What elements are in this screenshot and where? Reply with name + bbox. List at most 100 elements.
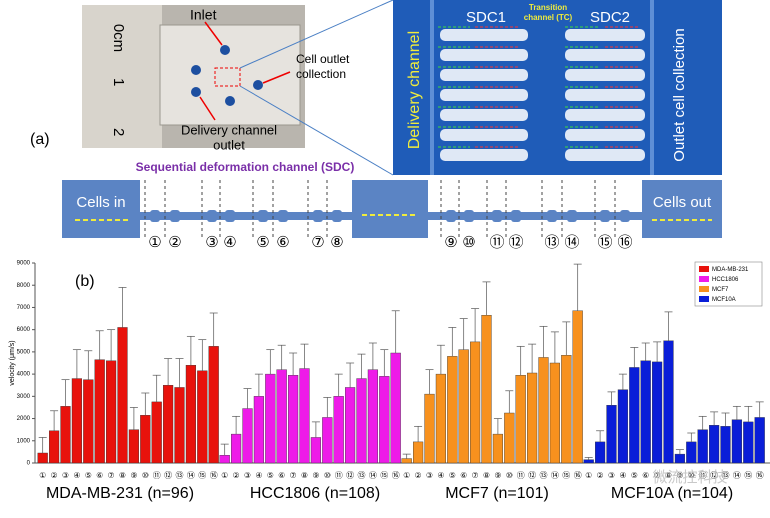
x-tick-label: ⑩: [324, 471, 331, 480]
bar: [310, 437, 322, 464]
bar: [617, 389, 629, 464]
y-tick-label: 3000: [17, 394, 31, 400]
bar: [117, 327, 128, 464]
constriction-row: [565, 109, 645, 121]
constriction: [313, 210, 323, 222]
y-tick-label: 6000: [17, 327, 31, 333]
label: collection: [296, 67, 346, 81]
legend-swatch: [699, 286, 709, 292]
schematic-number: ⑨: [444, 234, 457, 251]
bar: [94, 359, 105, 464]
label: channel (TC): [524, 13, 573, 22]
legend-swatch: [699, 276, 709, 282]
group-label: MDA-MB-231 (n=96): [46, 485, 194, 502]
group-label: MCF7 (n=101): [445, 485, 549, 502]
x-tick-label: ⑥: [278, 471, 285, 480]
constriction: [150, 210, 160, 222]
constriction-row: [440, 49, 528, 61]
constriction-row: [440, 149, 528, 161]
y-tick-label: 2000: [17, 416, 31, 422]
bar: [230, 433, 242, 464]
bar: [504, 412, 515, 464]
x-tick-label: ①: [39, 471, 46, 480]
bar: [527, 372, 538, 464]
label: SDC2: [590, 9, 630, 26]
bar: [299, 368, 310, 464]
x-tick-label: ⑪: [335, 471, 343, 480]
bar: [481, 315, 492, 464]
x-tick-label: ④: [619, 471, 626, 480]
x-tick-label: ⑧: [665, 471, 672, 480]
y-tick-label: 7000: [17, 305, 31, 311]
constriction-row: [565, 69, 645, 81]
bar: [401, 458, 412, 464]
panel-label: (b): [75, 273, 95, 290]
constriction-row: [565, 149, 645, 161]
legend-label: MDA-MB-231: [712, 267, 749, 273]
x-tick-label: ⑯: [574, 471, 582, 480]
bar: [253, 396, 265, 464]
bar: [754, 417, 765, 464]
x-tick-label: ③: [608, 471, 615, 480]
zoom-box: [214, 67, 241, 87]
bar: [151, 401, 162, 464]
bar: [356, 378, 367, 464]
bar: [208, 346, 219, 464]
schematic-number: ⑬: [544, 234, 559, 251]
x-tick-label: ⑮: [380, 471, 388, 480]
x-tick-label: ①: [403, 471, 410, 480]
x-tick-label: ⑬: [540, 471, 548, 480]
x-tick-label: ⑪: [699, 471, 707, 480]
bar: [583, 459, 594, 464]
bar: [71, 378, 83, 464]
constriction: [567, 210, 577, 222]
bar: [595, 441, 606, 464]
label: Transition: [529, 3, 567, 12]
x-tick-label: ④: [437, 471, 444, 480]
constriction-row: [565, 129, 645, 141]
x-tick-label: ⑬: [722, 471, 730, 480]
constriction: [464, 210, 474, 222]
bar: [606, 405, 617, 464]
x-tick-label: ①: [585, 471, 592, 480]
y-tick-label: 5000: [17, 349, 31, 355]
bar: [652, 361, 663, 464]
bar: [674, 453, 686, 464]
bar: [686, 441, 697, 464]
label: Delivery channel: [181, 122, 277, 137]
x-tick-label: ⑧: [119, 471, 126, 480]
x-tick-label: ⑮: [562, 471, 570, 480]
x-tick-label: ①: [221, 471, 228, 480]
x-tick-label: ⑤: [449, 471, 456, 480]
bar: [515, 375, 526, 464]
constriction: [492, 210, 502, 222]
x-tick-label: ⑥: [96, 471, 103, 480]
schematic-number: ①: [148, 234, 161, 251]
bar: [697, 429, 708, 464]
channel-wall: [650, 0, 654, 175]
bar: [572, 310, 583, 464]
tc-block: [352, 180, 428, 238]
constriction: [547, 210, 557, 222]
x-tick-label: ②: [51, 471, 58, 480]
inlet-block: [62, 180, 140, 238]
label: Delivery channel: [406, 31, 423, 149]
constriction-row: [440, 89, 528, 101]
bar: [174, 387, 185, 464]
x-tick-label: ⑩: [688, 471, 695, 480]
schematic-number: ⑧: [330, 234, 343, 251]
x-tick-label: ⑫: [346, 471, 354, 480]
schematic-number: ⑤: [256, 234, 269, 251]
x-tick-label: ⑭: [551, 471, 559, 480]
x-tick-label: ⑫: [164, 471, 172, 480]
constriction: [170, 210, 180, 222]
ruler: [82, 5, 162, 148]
bar: [345, 387, 356, 464]
x-tick-label: ⑤: [85, 471, 92, 480]
bar: [390, 352, 401, 464]
bar: [470, 341, 481, 464]
x-tick-label: ⑬: [358, 471, 366, 480]
group-label: HCC1806 (n=108): [250, 485, 380, 502]
port: [225, 96, 235, 106]
